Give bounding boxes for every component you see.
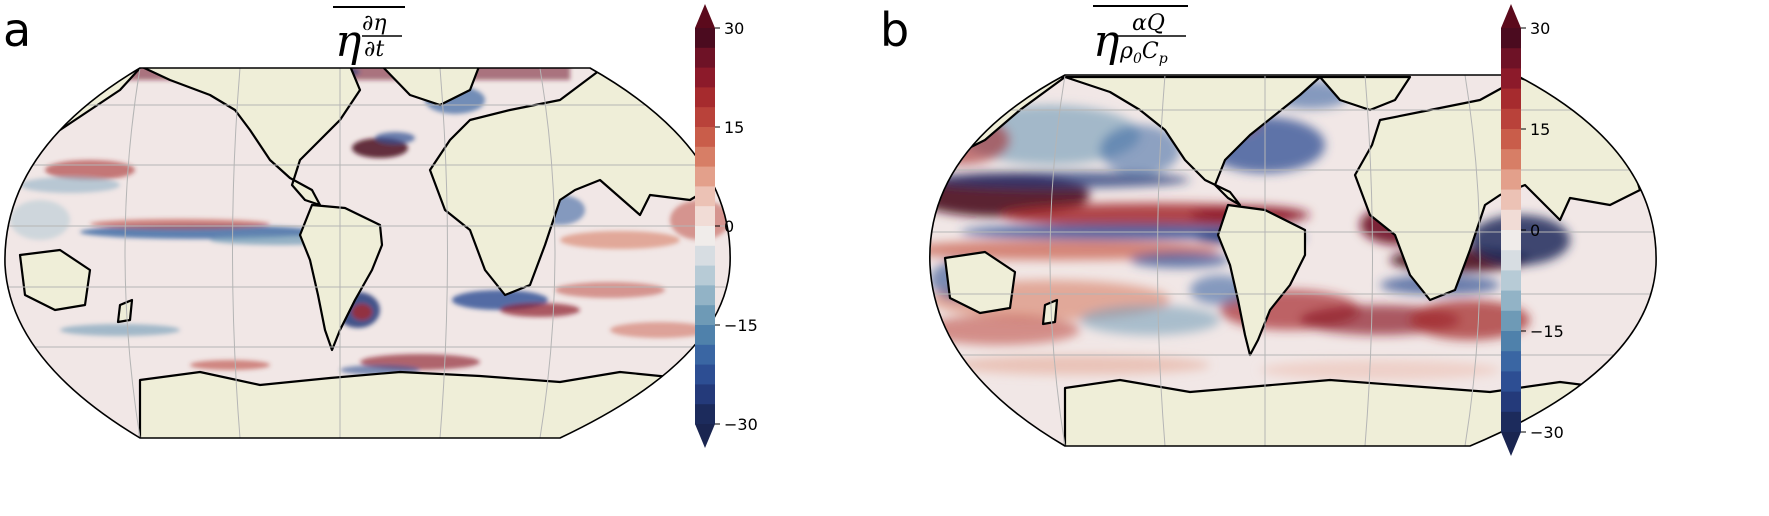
- colorbar-a-tick-label: 0: [724, 217, 734, 236]
- colorbar-a-swatch: [695, 186, 715, 207]
- colorbar-b-swatch: [1501, 88, 1521, 110]
- colorbar-a-swatch: [695, 245, 715, 267]
- panel-a-title: η ∂η ∂t: [333, 6, 405, 67]
- panel-a-map: [4, 68, 731, 438]
- colorbar-b-swatch: [1501, 371, 1521, 393]
- colorbar-b-swatch: [1501, 169, 1521, 191]
- colorbar-a-tick-label: 15: [724, 118, 744, 137]
- colorbar-a-tick-label: −15: [724, 316, 758, 335]
- colorbar-b-tick-label: 15: [1530, 120, 1550, 139]
- colorbar-a-swatch: [695, 265, 715, 286]
- colorbar-a-tick-label: −30: [724, 415, 758, 434]
- colorbar-b-tick-label: 0: [1530, 221, 1540, 240]
- colorbar-b-swatch: [1501, 230, 1521, 251]
- panel-a-letter: a: [3, 3, 31, 57]
- colorbar-b-swatch: [1501, 250, 1521, 271]
- panel-a-colorbar: 30 15 0 −15 −30: [695, 4, 758, 448]
- panel-a-title-denominator: ∂t: [364, 37, 384, 62]
- colorbar-a-tick-label: 30: [724, 19, 744, 38]
- colorbar-a-swatch: [695, 67, 715, 88]
- colorbar-b-swatch: [1501, 270, 1521, 292]
- colorbar-b-swatch: [1501, 68, 1521, 90]
- colorbar-a-extend-top: [695, 4, 715, 28]
- panel-b-title-numerator: αQ: [1132, 11, 1165, 36]
- colorbar-a-swatch: [695, 166, 715, 187]
- colorbar-b-swatch: [1501, 48, 1521, 69]
- colorbar-a-swatch: [695, 47, 715, 69]
- panel-b-letter: b: [880, 3, 909, 57]
- colorbar-b-swatch: [1501, 209, 1521, 231]
- colorbar-b-tick-label: 30: [1530, 19, 1550, 38]
- panel-b-title-eta: η: [1093, 16, 1119, 67]
- colorbar-b-swatch: [1501, 28, 1521, 49]
- panel-b-colorbar: 30 15 0 −15 −30: [1501, 4, 1564, 456]
- colorbar-a-extend-bottom: [695, 424, 715, 448]
- colorbar-b-swatch: [1501, 351, 1521, 372]
- panel-b-title: η αQ ρ0Cp: [1093, 5, 1188, 67]
- colorbar-b-extend-bottom: [1501, 432, 1521, 456]
- colorbar-b-swatch: [1501, 331, 1521, 352]
- colorbar-b-swatch: [1501, 108, 1521, 130]
- colorbar-a-swatch: [695, 107, 715, 128]
- panel-a: a η ∂η ∂t: [3, 3, 731, 439]
- colorbar-b-swatch: [1501, 189, 1521, 211]
- colorbar-b-swatch: [1501, 290, 1521, 312]
- colorbar-b-swatch: [1501, 391, 1521, 413]
- colorbar-b-swatch: [1501, 149, 1521, 170]
- colorbar-b-tick-label: −15: [1530, 322, 1564, 341]
- panel-a-title-eta: η: [335, 16, 361, 67]
- colorbar-a-swatch: [695, 325, 715, 346]
- colorbar-a-swatch: [695, 146, 715, 168]
- panel-a-title-numerator: ∂η: [362, 11, 387, 36]
- colorbar-a-swatch: [695, 285, 715, 306]
- colorbar-a-swatch: [695, 384, 715, 405]
- colorbar-b-extend-top: [1501, 4, 1521, 28]
- colorbar-a-swatch: [695, 344, 715, 366]
- colorbar-b-swatch: [1501, 310, 1521, 332]
- colorbar-a-swatch: [695, 127, 715, 148]
- colorbar-a-swatch: [695, 305, 715, 326]
- panel-a-graticule: [4, 68, 731, 438]
- colorbar-b-tick-label: −30: [1530, 423, 1564, 442]
- colorbar-a-swatch: [695, 226, 715, 247]
- colorbar-b-swatch: [1501, 129, 1521, 150]
- panel-b: b η αQ ρ0Cp: [880, 3, 1657, 447]
- panel-b-map: [929, 75, 1657, 446]
- colorbar-a-swatch: [695, 364, 715, 385]
- colorbar-a-swatch: [695, 87, 715, 108]
- panel-b-graticule: [929, 75, 1657, 446]
- colorbar-a-swatch: [695, 206, 715, 227]
- colorbar-b-swatch: [1501, 411, 1521, 433]
- colorbar-a-swatch: [695, 404, 715, 425]
- panel-b-title-denominator: ρ0Cp: [1119, 39, 1168, 67]
- panel-b-frame: [929, 74, 1657, 447]
- colorbar-a-swatch: [695, 28, 715, 49]
